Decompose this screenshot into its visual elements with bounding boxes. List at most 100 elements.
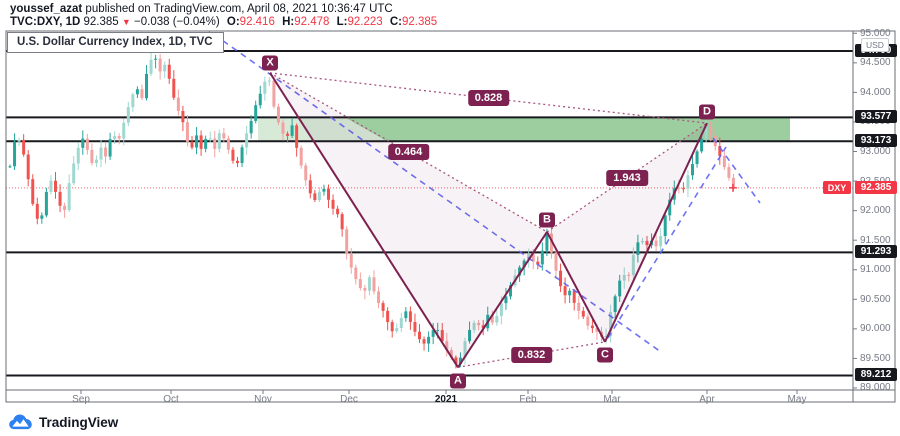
tradingview-branding[interactable]: TradingView xyxy=(8,411,118,433)
candle-body xyxy=(595,328,599,332)
price-tick-94.000: 94.000 xyxy=(860,86,891,98)
candle-body xyxy=(304,165,308,181)
axis-unit-label: USD xyxy=(861,38,889,52)
pattern-dotted-line-XD[interactable] xyxy=(269,72,708,124)
candle-body xyxy=(718,146,722,156)
down-arrow-icon: ▼ xyxy=(121,17,131,27)
candle-body xyxy=(94,159,98,164)
pattern-line-AB[interactable] xyxy=(457,231,548,368)
candle-body xyxy=(231,149,235,161)
candle-body xyxy=(167,64,171,79)
pattern-point-C[interactable]: C xyxy=(597,347,613,363)
candle-body xyxy=(663,215,667,236)
pattern-point-D[interactable]: D xyxy=(699,104,715,120)
candle-body xyxy=(236,160,239,164)
pattern-dotted-line-XB[interactable] xyxy=(269,72,548,233)
candle-body xyxy=(295,125,299,148)
candle-body xyxy=(181,110,185,123)
candle-body xyxy=(90,149,94,164)
candle-body xyxy=(185,122,189,142)
candle-body xyxy=(572,290,576,303)
candle-body xyxy=(481,325,485,329)
candle-body xyxy=(217,133,221,149)
candle-body xyxy=(709,127,713,136)
candle-body xyxy=(208,138,212,140)
descending-dashed-line[interactable] xyxy=(205,28,662,353)
price-tick-92.000: 92.000 xyxy=(860,205,891,217)
candle-body xyxy=(454,357,458,365)
candle-body xyxy=(176,97,180,111)
candle-body xyxy=(722,155,726,168)
supply-zone[interactable] xyxy=(258,117,790,142)
candle-body xyxy=(422,339,426,344)
candle-body xyxy=(386,310,390,323)
close-label: C: xyxy=(389,16,402,28)
candle-body xyxy=(222,133,226,139)
candle-body xyxy=(618,280,622,297)
price-tick-89.500: 89.500 xyxy=(860,352,891,364)
candle-body xyxy=(563,286,567,296)
candle-body xyxy=(340,214,344,230)
price-tick-95.000: 95.000 xyxy=(860,27,891,39)
ratio-label-0.828[interactable]: 0.828 xyxy=(467,90,510,106)
candle-body xyxy=(17,139,21,142)
candle-body xyxy=(117,136,121,139)
close-value: 92.385 xyxy=(401,16,438,28)
ascending-dashed-line[interactable] xyxy=(607,146,727,339)
candle-body xyxy=(472,322,476,330)
candle-body xyxy=(463,341,467,358)
tradingview-logo-icon xyxy=(9,414,32,430)
candle-body xyxy=(308,180,312,194)
month-label-sep: Sep xyxy=(72,394,90,405)
candle-body xyxy=(286,133,290,136)
candle-body xyxy=(668,199,672,216)
candle-body xyxy=(226,138,230,150)
pattern-line-BC[interactable] xyxy=(546,231,606,343)
candle-body xyxy=(108,139,112,157)
pattern-line-XA[interactable] xyxy=(269,72,459,368)
candle-body xyxy=(559,270,563,287)
candle-body xyxy=(299,147,303,166)
candle-body xyxy=(135,89,139,95)
ratio-label-0.832[interactable]: 0.832 xyxy=(510,346,553,363)
ohlc-readout: O:92.416 H:92.478 L:92.223 C:92.385 xyxy=(223,16,437,28)
candle-body xyxy=(254,105,258,121)
candle-body xyxy=(85,138,89,150)
candle-body xyxy=(35,203,39,219)
short-descending-dashed-line[interactable] xyxy=(712,137,761,204)
candle-body xyxy=(531,253,535,262)
candle-body xyxy=(431,330,435,337)
ratio-label-1.943[interactable]: 1.943 xyxy=(606,169,648,186)
candle-body xyxy=(399,318,403,329)
candle-body xyxy=(609,312,613,337)
candle-body xyxy=(49,180,53,192)
month-label-2021: 2021 xyxy=(434,394,458,405)
month-label-feb: Feb xyxy=(519,394,537,405)
candle-body xyxy=(604,336,608,338)
price-tick-89.000: 89.000 xyxy=(860,382,891,394)
candle-body xyxy=(240,147,244,164)
candle-body xyxy=(700,138,704,152)
candle-body xyxy=(522,260,526,268)
pattern-point-A[interactable]: A xyxy=(450,373,466,389)
candle-body xyxy=(317,191,321,201)
pattern-point-B[interactable]: B xyxy=(539,212,555,228)
ratio-label-0.464[interactable]: 0.464 xyxy=(387,144,430,161)
level-badge-93.577: 93.577 xyxy=(855,110,897,124)
candle-body xyxy=(327,188,330,200)
month-label-nov: Nov xyxy=(254,394,272,405)
chart-legend[interactable]: U.S. Dollar Currency Index, 1D, TVC xyxy=(7,32,224,53)
candle-body xyxy=(140,89,144,99)
candle-body xyxy=(636,242,640,255)
pattern-fill xyxy=(270,72,547,368)
pattern-point-X[interactable]: X xyxy=(262,55,278,71)
candle-body xyxy=(427,336,431,344)
candle-body xyxy=(727,167,731,178)
candle-body xyxy=(545,233,549,251)
pattern-line-CD[interactable] xyxy=(604,122,708,343)
candle-body xyxy=(122,122,126,139)
current-price-symbol-badge: DXY xyxy=(823,181,851,194)
plot-area[interactable] xyxy=(6,28,853,377)
